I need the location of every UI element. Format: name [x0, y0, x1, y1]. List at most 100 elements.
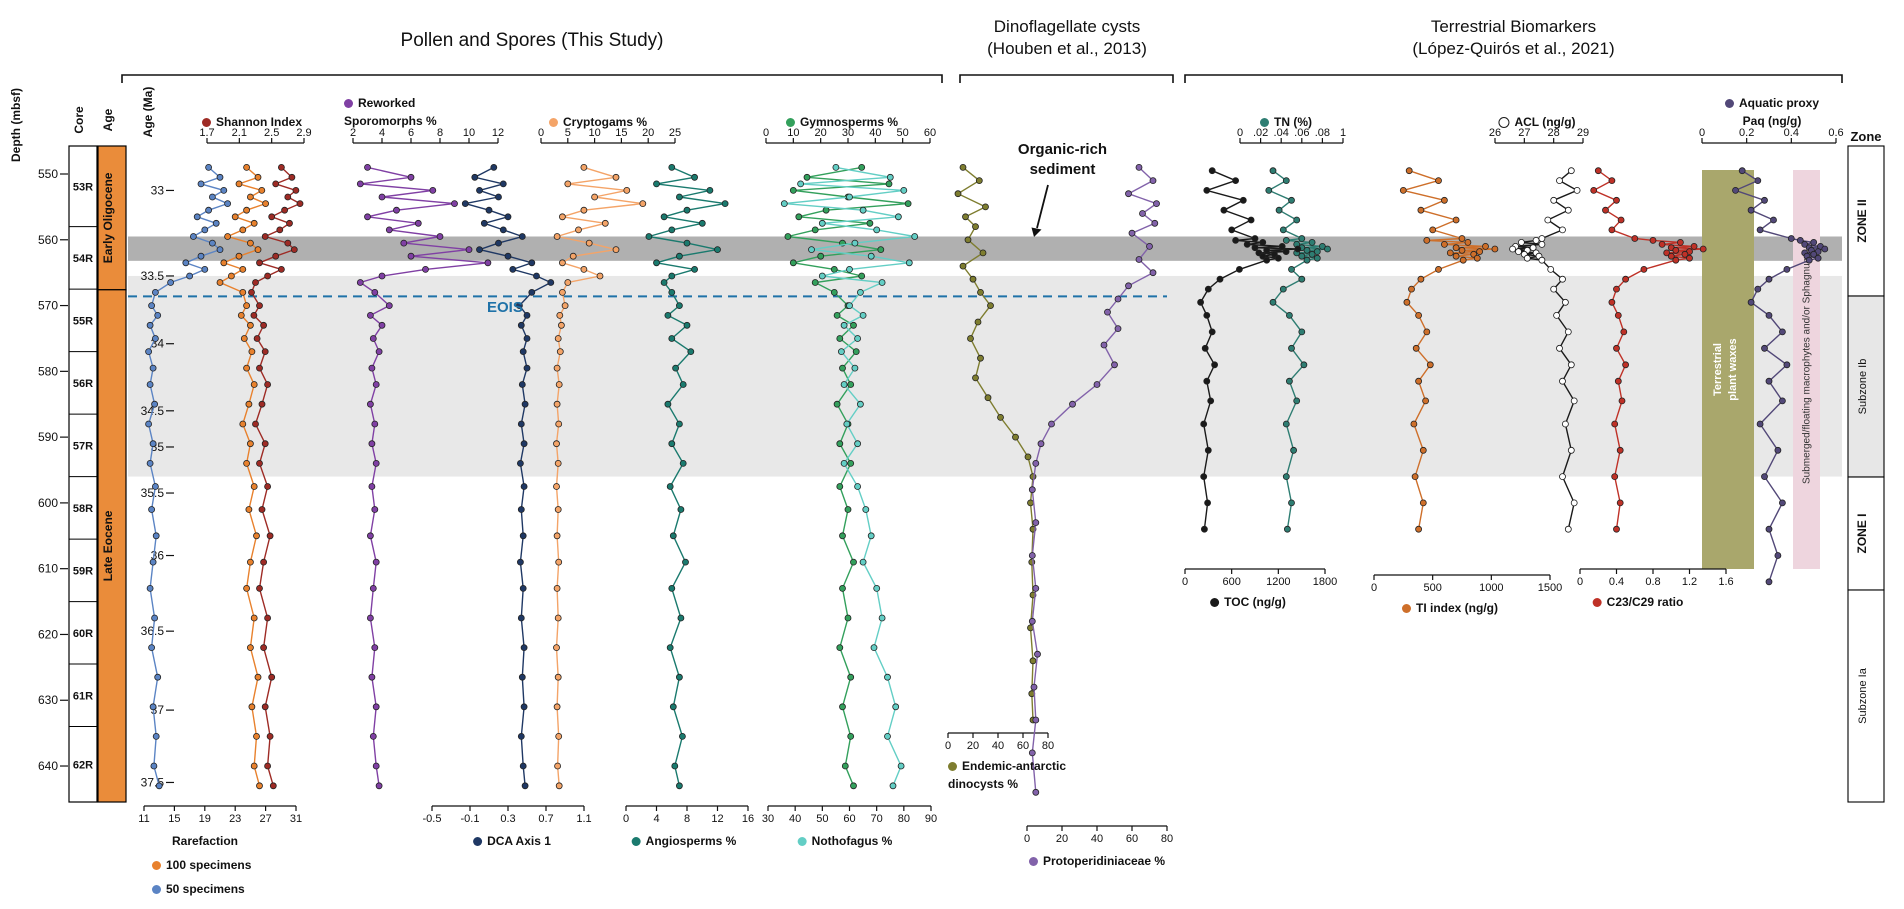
- endemic-point: [1024, 453, 1032, 461]
- proto-point: [1028, 486, 1036, 494]
- cryptogams-point: [580, 163, 588, 171]
- ti-point: [1422, 397, 1429, 405]
- endemic-legend-label: Endemic-antarctic: [962, 759, 1067, 773]
- proto-point: [1028, 552, 1036, 559]
- dca-point: [518, 673, 526, 681]
- legend-paq-row: Paq (ng/g): [1725, 112, 1819, 130]
- zone-label: ZONE I: [1855, 513, 1869, 553]
- ti-point: [1423, 328, 1431, 336]
- paq-point: [1738, 167, 1746, 175]
- cryptogams-point: [554, 673, 562, 681]
- dca-point: [499, 226, 507, 234]
- tn-legend-dot-icon: [1260, 117, 1269, 127]
- nothofagus-point: [797, 180, 804, 188]
- shannon-point: [266, 532, 274, 540]
- angiosperms-legend-label: Angiosperms %: [645, 834, 737, 848]
- gymnosperms-point: [841, 762, 849, 770]
- nothofagus-point: [859, 311, 867, 319]
- ti-axis-tick-label: 1000: [1479, 582, 1503, 594]
- ti-point: [1410, 420, 1418, 428]
- zone-cell: [1847, 589, 1885, 803]
- ti-point: [1405, 167, 1413, 175]
- ti-legend-label: TI index (ng/g): [1416, 601, 1498, 615]
- paq-point: [1774, 552, 1782, 559]
- endemic-point: [979, 249, 987, 257]
- cryptogams-axis-tick-label: 20: [642, 127, 654, 139]
- gymnosperms-point: [847, 733, 855, 740]
- reworked-point: [451, 200, 458, 208]
- ti-point: [1408, 285, 1415, 293]
- endemic-legend-dot-icon: [948, 761, 957, 771]
- core-label: 60R: [73, 628, 93, 640]
- rarefaction-50-point: [148, 644, 156, 651]
- reworked-point: [371, 506, 379, 513]
- legend-ti-row: TI index (ng/g): [1402, 599, 1498, 617]
- dca-point: [520, 703, 528, 711]
- rarefaction-100-point: [243, 206, 251, 214]
- dca-point: [523, 311, 531, 319]
- core-column-header: Core: [72, 106, 86, 134]
- dca-axis-tick-label: 1.1: [576, 813, 591, 825]
- tn-point: [1286, 311, 1293, 319]
- proto-point: [1069, 400, 1076, 408]
- depth-tick-label: 610: [38, 562, 58, 576]
- nothofagus-point: [867, 532, 875, 540]
- cryptogams-points: [553, 163, 647, 790]
- tn-point: [1298, 328, 1306, 336]
- cryptogams-point: [591, 193, 598, 201]
- toc-point: [1263, 246, 1271, 254]
- section-title-terr-line1: Terrestrial Biomarkers: [1430, 17, 1597, 36]
- reworked-point: [414, 219, 422, 227]
- paq-point: [1814, 254, 1822, 262]
- reworked-legend-label: Sporomorphs %: [344, 114, 437, 128]
- angiosperms-legend-dot-icon: [631, 836, 641, 846]
- paq-axis-tick-label: 0: [1699, 127, 1705, 139]
- acl-point: [1544, 216, 1552, 224]
- acl-point: [1564, 328, 1572, 336]
- dca-point: [516, 302, 523, 310]
- rare-100-legend-dot-icon: [152, 860, 161, 870]
- nothofagus-point: [892, 703, 900, 711]
- rarefaction-100-point: [248, 348, 256, 356]
- c23-axis-tick-label: 0: [1577, 576, 1583, 588]
- ti-point: [1412, 344, 1420, 352]
- proto-point: [1114, 295, 1122, 303]
- rarefaction-100-point: [243, 585, 251, 592]
- cryptogams-point: [553, 233, 561, 240]
- gymnosperms-point: [850, 782, 857, 790]
- dca-point: [495, 239, 502, 247]
- toc-axis-tick-label: 1200: [1266, 576, 1290, 588]
- bracket-dino: [959, 74, 1174, 83]
- proto-points: [1028, 163, 1160, 796]
- toc-point: [1282, 248, 1290, 256]
- toc-point: [1239, 196, 1247, 204]
- tn-point: [1303, 256, 1311, 264]
- c23-point: [1608, 298, 1616, 306]
- tn-point: [1282, 473, 1290, 481]
- cryptogams-point: [639, 200, 647, 208]
- c23-axis-tick-label: 0.8: [1645, 576, 1660, 588]
- cryptogams-point: [559, 259, 566, 267]
- c23-point: [1699, 245, 1707, 253]
- angiosperms-point: [669, 703, 677, 711]
- legend-toc-row: TOC (ng/g): [1210, 593, 1286, 611]
- paq-point: [1821, 245, 1829, 253]
- c23-point: [1613, 285, 1620, 293]
- shannon-point: [264, 381, 272, 388]
- nothofagus-point: [851, 364, 859, 372]
- gymnosperms-point: [836, 483, 844, 490]
- paq-point: [1783, 361, 1791, 369]
- gymnosperms-point: [839, 364, 846, 372]
- cryptogams-point: [569, 252, 577, 260]
- toc-point: [1216, 275, 1224, 283]
- rarefaction-50-point: [212, 219, 220, 227]
- angiosperms-point: [671, 762, 679, 770]
- gymnosperms-point: [836, 335, 844, 342]
- angiosperms-point: [666, 483, 674, 490]
- reworked-panel: 2 4 6 8 10 12: [350, 127, 504, 790]
- nothofagus-point: [854, 440, 861, 448]
- rarefaction-100-point: [246, 644, 254, 651]
- endemic-point: [972, 223, 979, 231]
- band-aquatic-label: Submerged/floating macrophytes and/or Sp…: [1802, 255, 1813, 484]
- dca-point: [517, 614, 525, 622]
